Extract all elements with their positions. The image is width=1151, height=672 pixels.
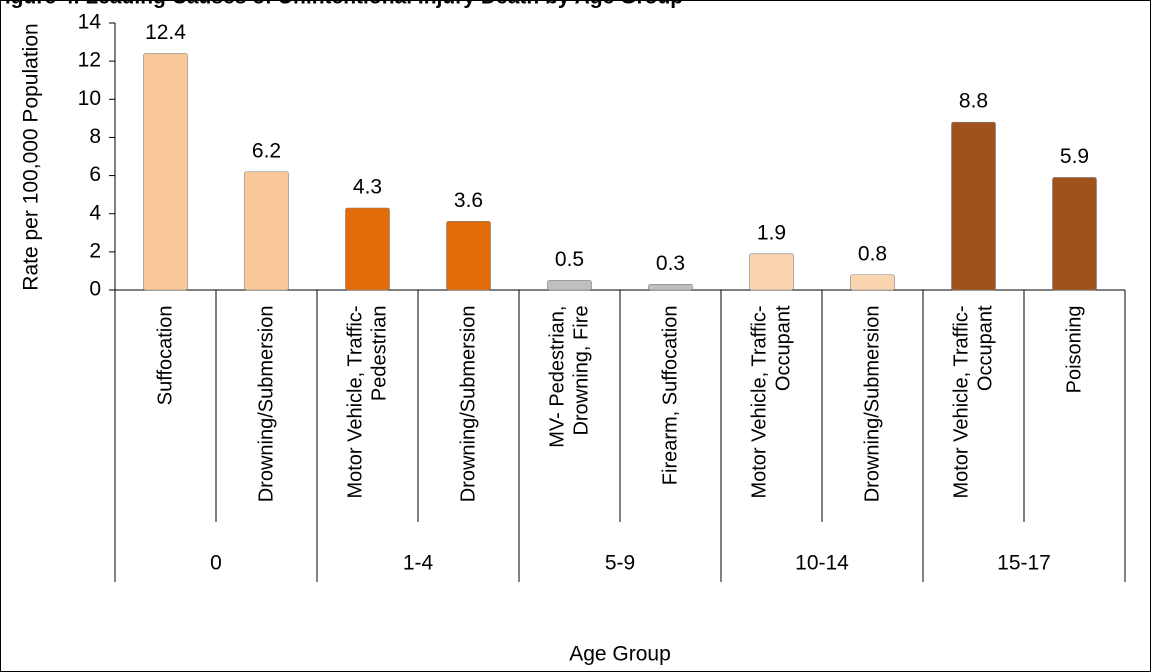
x-tick-label: Motor Vehicle, Traffic-Occupant [950,305,997,499]
y-tick-label: 8 [89,125,101,148]
group-label: 15-17 [997,552,1051,575]
chart-title: Figure 4. Leading Causes of Unintentiona… [0,0,683,9]
value-label: 0.3 [656,252,685,275]
bar [143,53,188,291]
x-tick-label: Drowning/Submersion [457,305,480,502]
value-label: 4.3 [353,176,382,199]
y-tick-label: 10 [78,87,101,110]
value-label: 1.9 [757,221,786,244]
x-tick-label: Motor Vehicle, Traffic-Pedestrian [344,305,391,499]
group-label: 0 [210,552,222,575]
x-tick-label: MV- Pedestrian, Drowning, Fire [546,305,593,448]
x-tick-label: Firearm, Suffocation [659,305,682,485]
y-tick-label: 4 [89,201,101,224]
y-tick-label: 6 [89,163,101,186]
value-label: 12.4 [145,21,186,44]
bar [547,280,592,291]
value-label: 3.6 [454,189,483,212]
x-tick-label: Drowning/Submersion [255,305,278,502]
value-label: 8.8 [959,90,988,113]
y-axis-title: Rate per 100,000 Population [20,23,43,290]
value-label: 5.9 [1060,145,1089,168]
bar [749,253,794,291]
bar [446,221,491,291]
y-tick-label: 14 [78,11,102,34]
bar [648,283,693,291]
bar [244,171,289,291]
x-tick-label: Suffocation [154,305,177,405]
value-label: 6.2 [252,139,281,162]
group-label: 5-9 [605,552,635,575]
x-tick-label: Poisoning [1063,305,1086,393]
y-tick-label: 0 [89,278,101,301]
y-tick-label: 12 [78,49,101,72]
x-axis-title: Age Group [569,643,671,666]
bar [1052,177,1097,291]
x-tick-label: Motor Vehicle, Traffic-Occupant [748,305,795,499]
y-tick-label: 2 [89,239,101,262]
bar [345,207,390,291]
bar [850,274,895,291]
x-tick-label: Drowning/Submersion [861,305,884,502]
group-label: 1-4 [403,552,434,575]
group-label: 10-14 [795,552,849,575]
value-label: 0.5 [555,248,584,271]
bar [951,121,996,291]
value-label: 0.8 [858,242,887,265]
